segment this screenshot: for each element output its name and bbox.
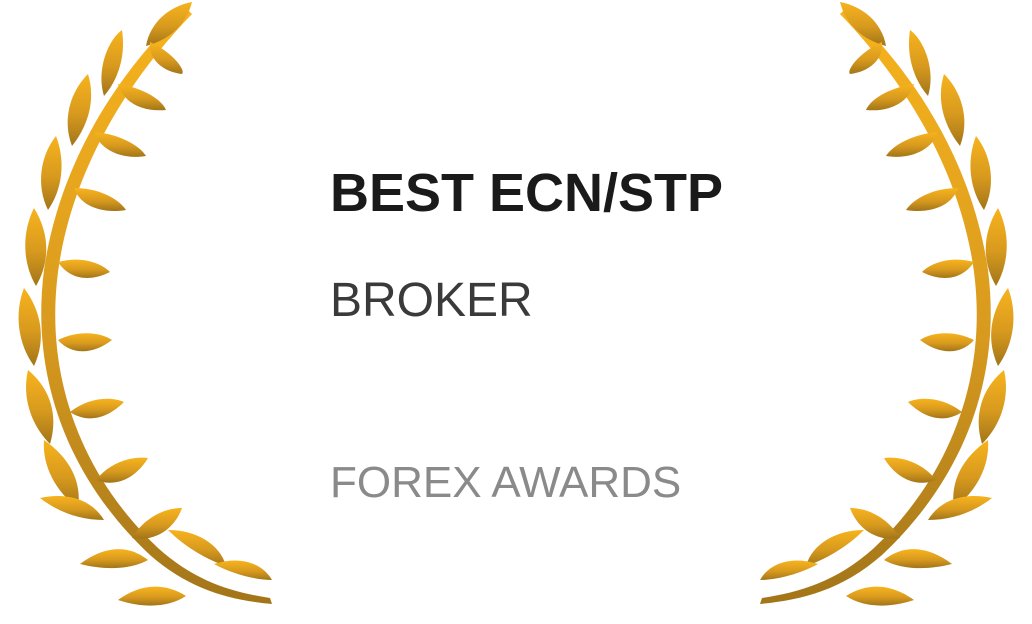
award-title: BEST ECN/STP	[330, 163, 724, 223]
laurel-branch-right-icon	[732, 0, 1032, 624]
award-subtitle: BROKER	[330, 274, 533, 327]
award-organization: FOREX AWARDS	[330, 458, 682, 507]
laurel-branch-left-icon	[0, 0, 300, 624]
